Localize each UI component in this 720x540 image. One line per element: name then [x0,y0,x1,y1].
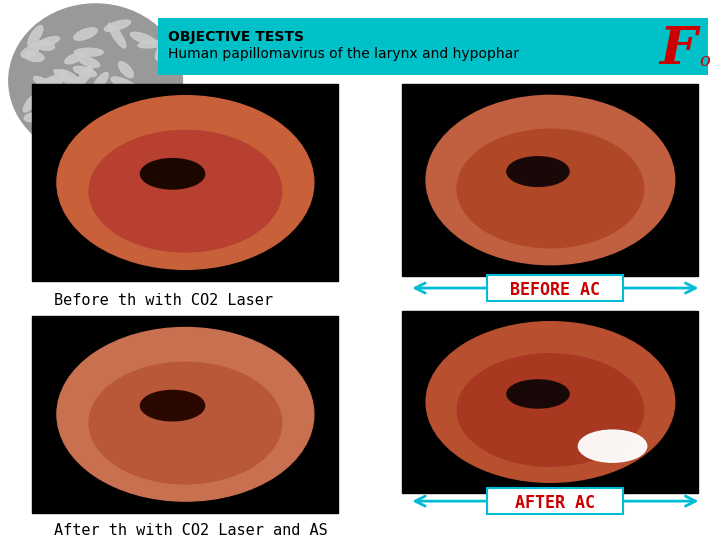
Bar [402,310,698,493]
Ellipse shape [111,77,138,91]
Ellipse shape [140,159,204,189]
Text: After th with CO2 Laser and AS: After th with CO2 Laser and AS [54,523,328,538]
Ellipse shape [143,122,171,129]
Ellipse shape [78,57,99,68]
Ellipse shape [94,72,108,90]
Bar [32,84,338,281]
Ellipse shape [578,430,647,462]
Bar [487,488,624,514]
Text: AFTER AC: AFTER AC [516,494,595,512]
Text: F: F [659,24,696,75]
Ellipse shape [130,32,156,44]
Ellipse shape [59,70,80,83]
Ellipse shape [34,77,56,91]
Ellipse shape [507,380,569,408]
Ellipse shape [89,362,282,484]
Ellipse shape [426,322,675,482]
Ellipse shape [104,20,131,31]
Ellipse shape [138,126,157,141]
Ellipse shape [99,131,120,146]
Text: o: o [699,52,710,70]
Ellipse shape [75,48,103,56]
Ellipse shape [426,96,675,265]
Ellipse shape [76,66,93,86]
Ellipse shape [119,62,133,78]
Ellipse shape [81,106,99,125]
Ellipse shape [23,94,38,112]
Ellipse shape [99,102,120,119]
Ellipse shape [24,112,50,122]
Text: Before th with CO2 Laser: Before th with CO2 Laser [54,293,273,308]
Ellipse shape [138,40,166,48]
Bar [32,316,338,513]
Ellipse shape [89,131,282,252]
Ellipse shape [423,92,678,268]
Ellipse shape [109,23,126,48]
Ellipse shape [57,328,314,501]
Ellipse shape [145,87,169,101]
Ellipse shape [457,129,644,248]
Ellipse shape [73,66,96,77]
Bar [158,18,708,75]
Ellipse shape [59,113,71,128]
Ellipse shape [457,354,644,466]
Ellipse shape [35,40,55,50]
Ellipse shape [133,130,149,145]
Ellipse shape [24,51,44,62]
Bar [487,275,624,301]
Text: BEFORE AC: BEFORE AC [510,281,600,299]
Ellipse shape [131,110,154,121]
Ellipse shape [54,325,317,504]
Ellipse shape [65,53,84,64]
Ellipse shape [156,36,172,60]
Text: Human papillomavirus of the larynx and hypophar: Human papillomavirus of the larynx and h… [168,48,518,62]
Bar [402,84,698,276]
Ellipse shape [140,390,204,421]
Ellipse shape [423,319,678,485]
Ellipse shape [108,87,125,99]
Ellipse shape [121,124,147,137]
Text: OBJECTIVE TESTS: OBJECTIVE TESTS [168,30,304,44]
Ellipse shape [54,70,76,86]
Ellipse shape [507,157,569,186]
Ellipse shape [9,4,182,158]
Ellipse shape [94,110,107,128]
Ellipse shape [112,116,130,124]
Ellipse shape [38,37,59,46]
Ellipse shape [57,96,314,269]
Ellipse shape [74,28,97,40]
Ellipse shape [21,45,39,58]
Ellipse shape [41,79,63,88]
Ellipse shape [54,93,317,272]
Ellipse shape [78,109,99,124]
Ellipse shape [145,114,161,131]
Ellipse shape [28,25,43,46]
Ellipse shape [43,75,66,85]
